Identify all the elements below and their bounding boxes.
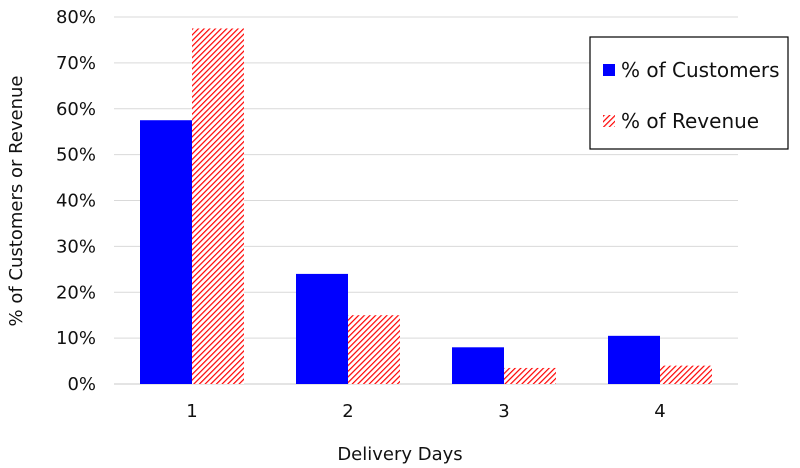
y-tick-label: 20% <box>56 282 96 303</box>
legend-swatch-customers <box>603 64 615 76</box>
bar-customers <box>296 273 348 384</box>
x-tick-label: 4 <box>654 401 665 422</box>
y-tick-label: 40% <box>56 191 96 212</box>
legend: % of Customers % of Revenue <box>589 36 789 150</box>
bar-revenue <box>348 315 400 384</box>
x-axis-tick-labels: 1 2 3 4 <box>186 401 665 422</box>
legend-box <box>589 36 789 150</box>
y-axis-tick-labels: 0% 10% 20% 30% 40% 50% 60% 70% 80% <box>56 7 96 395</box>
y-axis-title: % of Customers or Revenue <box>6 76 27 327</box>
x-tick-label: 2 <box>342 401 353 422</box>
y-tick-label: 10% <box>56 328 96 349</box>
bar-customers <box>140 120 192 384</box>
bar-revenue <box>504 367 556 384</box>
legend-swatch-revenue <box>603 115 615 127</box>
x-tick-label: 1 <box>186 401 197 422</box>
bar-customers <box>452 347 504 384</box>
legend-label-revenue: % of Revenue <box>621 109 759 133</box>
y-tick-label: 80% <box>56 7 96 28</box>
bar-customers <box>608 335 660 384</box>
y-tick-label: 50% <box>56 145 96 166</box>
bar-revenue <box>192 28 244 384</box>
y-tick-label: 60% <box>56 99 96 120</box>
bars-layer <box>140 28 712 384</box>
legend-label-customers: % of Customers <box>621 58 780 82</box>
y-tick-label: 30% <box>56 236 96 257</box>
x-axis-title: Delivery Days <box>337 444 462 465</box>
x-tick-label: 3 <box>498 401 509 422</box>
y-tick-label: 0% <box>67 374 96 395</box>
y-tick-label: 70% <box>56 53 96 74</box>
bar-revenue <box>660 365 712 384</box>
